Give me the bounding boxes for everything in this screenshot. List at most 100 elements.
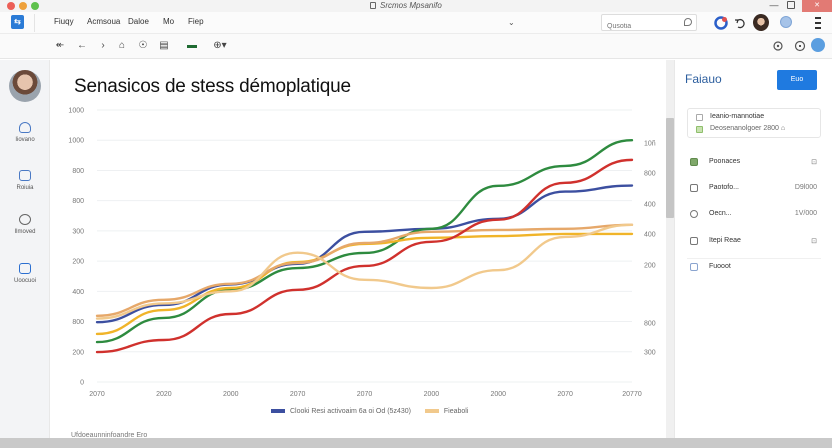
profile-avatar[interactable] (9, 70, 41, 102)
y-right-tick-label: 800 (644, 321, 656, 328)
info-card[interactable]: Ieanio-mannotiae Deosenanolgoer 2800 ⌂ (687, 108, 821, 138)
sync-icon[interactable] (713, 15, 729, 31)
panel-row[interactable]: Fuooot (687, 258, 821, 280)
legend-label-1: Clooki Resi activoaim 6a oi Od (5z430) (289, 408, 411, 415)
x-tick-label: 2070 (557, 391, 573, 398)
close-traffic-light[interactable] (7, 2, 15, 10)
sidebar: Iiovano Roiuia Ilmoved Uoocuoi (0, 60, 50, 438)
y-right-tick-label: 400 (644, 232, 656, 239)
app-logo-icon[interactable]: ⇆ (11, 15, 24, 29)
menu-item-5[interactable]: Fiep (188, 17, 204, 26)
panel-title: Faiauo (685, 72, 722, 86)
back-all-button[interactable]: ↞ (55, 40, 65, 51)
layout-button[interactable]: ▤ (159, 40, 169, 51)
close-button[interactable]: ✕ (802, 0, 832, 12)
sidebar-item-home[interactable]: Iiovano (0, 122, 50, 158)
row-value: 1V/000 (794, 210, 817, 217)
document-icon (370, 2, 376, 9)
legend-label-2: Fieaboli (443, 408, 469, 415)
y-tick-label: 800 (72, 319, 84, 326)
back-button[interactable]: ← (77, 40, 87, 51)
panel-row[interactable]: Paotofo... D9l000 (687, 180, 821, 202)
x-tick-label: 2020 (156, 391, 172, 398)
title-bar: Srcmos Mpsanifo — ✕ (0, 0, 832, 12)
sidebar-item-label: Ilmoved (14, 229, 36, 235)
series-line (95, 139, 634, 344)
panel-row[interactable]: Poonaces ⊡ (687, 154, 821, 176)
home-icon (19, 122, 31, 133)
panel-row[interactable]: Itepi Reae ⊡ (687, 233, 821, 255)
folder-icon (19, 170, 31, 181)
panel-row[interactable]: Oecn... 1V/000 (687, 206, 821, 228)
y-tick-label: 800 (72, 198, 84, 205)
search-field[interactable] (601, 14, 697, 34)
menu-item-3[interactable]: Daloe (128, 17, 149, 26)
legend-swatch-blue (271, 409, 285, 414)
menu-item-4[interactable]: Mo (163, 17, 175, 26)
sidebar-item-clock[interactable]: Ilmoved (0, 214, 50, 250)
y-tick-label: 300 (72, 228, 84, 235)
bulb-button[interactable]: ☉ (138, 40, 148, 51)
user-icon (690, 184, 698, 192)
sidebar-item-book[interactable]: Uoocuoi (0, 263, 50, 299)
y-tick-label: 0 (80, 380, 84, 387)
row-label: Poonaces (709, 158, 741, 165)
chat-icon[interactable] (780, 16, 792, 28)
window-title: Srcmos Mpsanifo (380, 1, 442, 10)
x-tick-label: 2000 (490, 391, 506, 398)
x-tick-label: 2000 (424, 391, 440, 398)
undo-icon[interactable] (734, 17, 746, 29)
menu-item-1[interactable]: Fiuqy (54, 17, 74, 26)
legend-swatch-tan (424, 409, 439, 414)
user-avatar[interactable] (753, 14, 769, 31)
series-line (95, 232, 634, 336)
sidebar-item-folder[interactable]: Roiuia (0, 170, 50, 206)
account-icon[interactable] (811, 38, 825, 52)
home-button[interactable]: ⌂ (118, 40, 126, 51)
search-input[interactable] (607, 19, 677, 34)
y-tick-label: 800 (72, 168, 84, 175)
battery-indicator: ▬ (187, 40, 197, 51)
series-line (95, 223, 634, 320)
row-value: ⊡ (811, 238, 817, 245)
menu-bar: ⇆ Fiuqy Acmsoua Daloe Mo Fiep ⌄ (0, 12, 832, 34)
y-right-tick-label: 200 (644, 263, 656, 270)
comment-icon[interactable] (794, 40, 806, 52)
search-icon (690, 237, 698, 245)
minimize-button[interactable]: — (769, 0, 779, 10)
more-menu-icon[interactable] (814, 16, 822, 30)
zoom-traffic-light[interactable] (31, 2, 39, 10)
vertical-scrollbar[interactable] (666, 60, 674, 438)
y-tick-label: 400 (72, 289, 84, 296)
row-label: Paotofo... (709, 184, 739, 191)
menu-item-2[interactable]: Acmsoua (87, 17, 121, 26)
chevron-down-icon[interactable]: ⌄ (508, 18, 515, 27)
y-right-tick-label: 400 (644, 202, 656, 209)
menu-divider (34, 14, 35, 32)
panel-action-button[interactable]: Euo (777, 70, 817, 90)
zoom-icon[interactable] (772, 40, 784, 52)
row-value: D9l000 (794, 184, 817, 191)
maximize-button[interactable] (787, 1, 795, 9)
row-label: Fuooot (709, 263, 731, 270)
row-value: ⊡ (811, 159, 817, 166)
sidebar-item-label: Uoocuoi (13, 278, 36, 284)
series-line (95, 158, 634, 354)
minimize-traffic-light[interactable] (19, 2, 27, 10)
main-content: Senasicos de stess démoplatique 1000 1000… (51, 60, 666, 439)
row-label: Itepi Reae (709, 237, 741, 244)
forward-button[interactable]: › (101, 40, 105, 51)
y-tick-label: 1000 (68, 108, 84, 115)
toolbar: ↞ ← › ⌂ ☉ ▤ ▬ ⊕▾ (0, 34, 832, 59)
search-icon[interactable] (684, 18, 692, 26)
x-tick-label: 20770 (622, 391, 642, 398)
sidebar-item-label: Roiuia (16, 185, 34, 191)
card-title: Ieanio-mannotiae (710, 113, 765, 120)
doc-icon (690, 263, 698, 271)
sidebar-item-label: Iiovano (15, 137, 35, 143)
card-subtitle: Deosenanolgoer 2800 ⌂ (710, 125, 786, 132)
share-dropdown[interactable]: ⊕▾ (213, 40, 227, 51)
x-tick-label: 2070 (357, 391, 373, 398)
scrollbar-thumb[interactable] (666, 118, 674, 218)
